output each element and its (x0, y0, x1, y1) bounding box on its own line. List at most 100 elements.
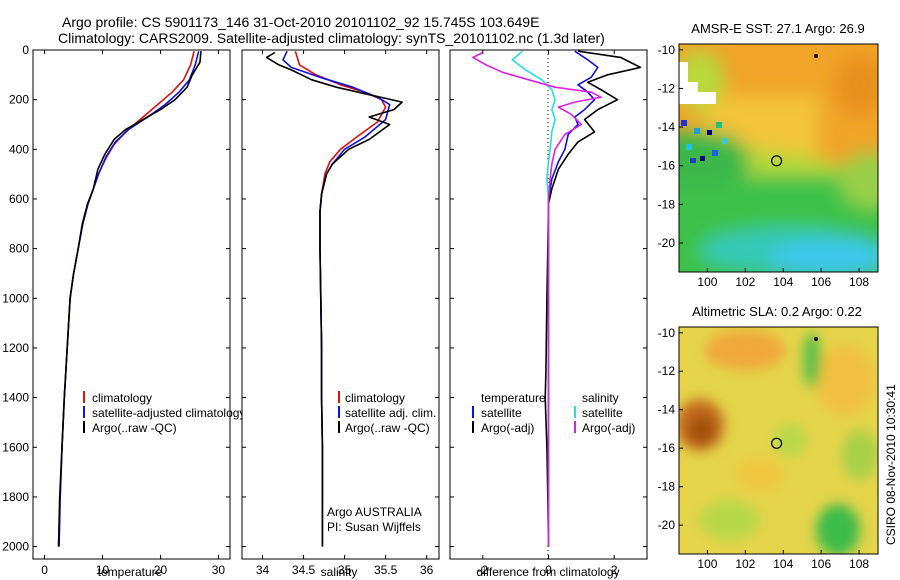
y-tick-label: 400 (9, 142, 29, 156)
map-y-tick-label: -10 (658, 43, 676, 57)
sla-map-title: Altimetric SLA: 0.2 Argo: 0.22 (692, 304, 862, 319)
map-x-tick-label: 108 (849, 275, 869, 289)
series-line-temperature-argo-adj- (544, 50, 642, 547)
sst-map-panel: AMSR-E SST: 27.1 Argo: 26.9 (658, 21, 879, 289)
legend-label-sal-argo: Argo(-adj) (582, 421, 635, 435)
x-tick-label: 35 (338, 563, 352, 577)
annotation-pi: PI: Susan Wijffels (327, 520, 421, 534)
x-tick-label: 34.5 (292, 563, 316, 577)
map-y-tick-label: -10 (658, 326, 676, 340)
map-y-tick-label: -12 (658, 364, 676, 378)
legend-label-sal-satellite: satellite (582, 406, 623, 420)
map-x-tick-label: 104 (773, 557, 793, 571)
legend-title-temperature: temperature (481, 391, 546, 405)
y-tick-label: 200 (9, 93, 29, 107)
figure-title-line2: Climatology: CARS2009. Satellite-adjuste… (58, 30, 605, 46)
map-y-tick-label: -18 (658, 197, 676, 211)
series-line-salinity-satellite (511, 50, 556, 547)
x-tick-label: 2 (611, 563, 618, 577)
legend-label-satellite-adjusted: satellite-adjusted climatology (92, 406, 245, 420)
sst-map-ticks: 100 102 104 106 108 -10 -12 -14 -16 -18 -20 (658, 43, 870, 289)
salinity-xlabel: salinity (321, 565, 358, 579)
salinity-lines (265, 50, 403, 547)
sst-heatmap-image (679, 44, 878, 272)
sst-map-title: AMSR-E SST: 27.1 Argo: 26.9 (691, 21, 864, 36)
difference-legend: temperature satellite Argo(-adj) salinit… (472, 391, 635, 435)
series-line-salinity-argo-adj- (472, 51, 602, 547)
map-x-tick-label: 100 (697, 557, 717, 571)
salinity-panel: 34 34.5 35 35.5 36 salinity climatology sate… (241, 49, 440, 579)
sst-map-frame (678, 43, 879, 273)
salinity-ticks: 34 34.5 35 35.5 36 (242, 49, 439, 577)
legend-label-temp-argo: Argo(-adj) (481, 421, 534, 435)
sst-missing-data (679, 62, 716, 104)
sla-heatmap-image (679, 327, 878, 554)
map-y-tick-label: -18 (658, 480, 676, 494)
salinity-legend: climatology satellite adj. clim. Argo(..… (338, 391, 436, 435)
map-x-tick-label: 106 (811, 557, 831, 571)
figure-title-line1: Argo profile: CS 5901173_146 31-Oct-2010… (62, 14, 539, 30)
temperature-ticks: 0 10 20 30 0 200 400 600 800 1000 1200 1400 1600 1800… (2, 43, 230, 577)
x-tick-label: -2 (477, 563, 488, 577)
x-tick-label: 20 (154, 563, 168, 577)
temperature-panel: 0 10 20 30 0 200 400 600 800 1000 1200 1400 1600 1800… (2, 43, 245, 579)
legend-label-climatology: climatology (345, 391, 405, 405)
difference-lines (472, 50, 642, 547)
x-tick-label: 0 (41, 563, 48, 577)
sla-map-ticks: 100 102 104 106 108 -10 -12 -14 -16 -18 -20 (658, 326, 870, 571)
series-line-argo-raw-qc- (57, 51, 202, 547)
difference-panel: -2 0 2 difference from climatology tempera… (449, 49, 648, 579)
map-y-tick-label: -12 (658, 81, 676, 95)
y-tick-label: 600 (9, 192, 29, 206)
map-y-tick-label: -16 (658, 441, 676, 455)
y-tick-label: 1000 (2, 291, 29, 305)
y-tick-label: 1200 (2, 341, 29, 355)
x-tick-label: 34 (256, 563, 270, 577)
temperature-legend: climatology satellite-adjusted climatolo… (83, 391, 245, 435)
map-y-tick-label: -20 (658, 518, 676, 532)
temperature-lines (57, 51, 202, 547)
legend-title-salinity: salinity (582, 391, 619, 405)
sla-argo-marker (770, 437, 783, 449)
sla-map-panel: Altimetric SLA: 0.2 Argo: 0.22 100 102 104… (658, 304, 879, 571)
map-x-tick-label: 104 (773, 275, 793, 289)
map-x-tick-label: 106 (811, 275, 831, 289)
x-tick-label: 0 (545, 563, 552, 577)
annotation-argo-australia: Argo AUSTRALIA (327, 505, 422, 519)
x-tick-label: 35.5 (374, 563, 398, 577)
side-timestamp-label: CSIRO 08-Nov-2010 10:30:41 (884, 384, 898, 545)
difference-xlabel: difference from climatology (476, 565, 619, 579)
sst-argo-marker (770, 155, 783, 167)
sla-map-frame (678, 326, 879, 555)
y-tick-label: 0 (22, 43, 29, 57)
legend-label-argo: Argo(..raw -QC) (92, 421, 177, 435)
map-y-tick-label: -20 (658, 236, 676, 250)
legend-label-satellite-adj: satellite adj. clim. (345, 406, 436, 420)
salinity-axes-frame (241, 49, 440, 560)
temperature-axes-frame (32, 49, 231, 560)
map-y-tick-label: -16 (658, 159, 676, 173)
temperature-xlabel: temperature (98, 565, 163, 579)
map-x-tick-label: 100 (697, 275, 717, 289)
legend-label-climatology: climatology (92, 391, 152, 405)
map-y-tick-label: -14 (658, 120, 676, 134)
sla-float-mark (814, 337, 818, 341)
x-tick-label: 36 (420, 563, 434, 577)
map-x-tick-label: 102 (735, 275, 755, 289)
difference-ticks: -2 0 2 (450, 49, 647, 577)
x-tick-label: 30 (212, 563, 226, 577)
y-tick-label: 2000 (2, 540, 29, 554)
map-x-tick-label: 108 (849, 557, 869, 571)
y-tick-label: 800 (9, 242, 29, 256)
series-line-argo-raw-qc- (265, 51, 403, 547)
sst-speckle (681, 120, 727, 163)
legend-label-argo: Argo(..raw -QC) (345, 421, 430, 435)
legend-label-temp-satellite: satellite (481, 406, 522, 420)
y-tick-label: 1600 (2, 440, 29, 454)
map-x-tick-label: 102 (735, 557, 755, 571)
y-tick-label: 1800 (2, 490, 29, 504)
map-y-tick-label: -14 (658, 403, 676, 417)
y-tick-label: 1400 (2, 391, 29, 405)
sst-float-mark (814, 54, 818, 58)
